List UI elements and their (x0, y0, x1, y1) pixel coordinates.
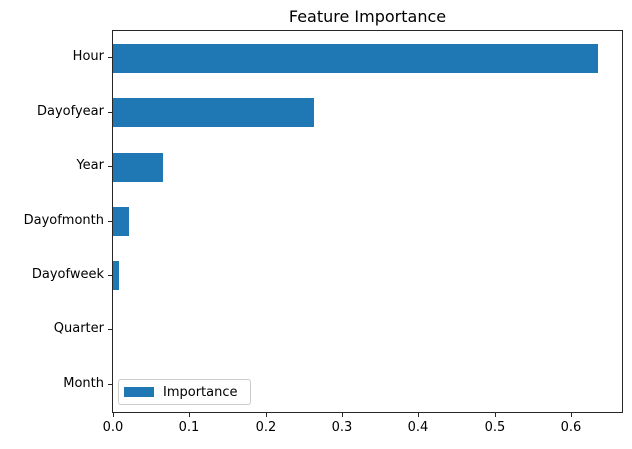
x-tick-mark (113, 413, 114, 417)
y-tick-label: Quarter (53, 321, 104, 337)
legend-label: Importance (163, 384, 238, 400)
x-tick-mark (342, 413, 343, 417)
y-tick-mark (108, 220, 112, 222)
bar-year (113, 152, 163, 182)
x-tick-mark (418, 413, 419, 417)
y-tick-label: Hour (72, 49, 104, 65)
y-tick-mark (108, 383, 112, 385)
x-tick-mark (495, 413, 496, 417)
y-tick-mark (108, 111, 112, 113)
x-tick-label: 0.1 (178, 420, 200, 435)
y-tick-label: Year (76, 158, 104, 174)
x-tick-mark (189, 413, 190, 417)
x-tick-label: 0.2 (255, 420, 277, 435)
bar-hour (113, 43, 598, 73)
x-tick-label: 0.3 (331, 420, 353, 435)
y-tick-mark (108, 274, 112, 276)
x-tick-mark (571, 413, 572, 417)
legend-swatch (124, 387, 154, 397)
y-tick-mark (108, 329, 112, 331)
bar-dayofmonth (113, 207, 129, 236)
bar-dayofyear (113, 98, 314, 128)
y-tick-label: Dayofmonth (23, 212, 104, 228)
bar-dayofweek (113, 261, 119, 291)
y-tick-label: Month (63, 375, 104, 391)
y-tick-label: Dayofyear (37, 103, 104, 119)
plot-area (112, 30, 623, 413)
x-tick-mark (266, 413, 267, 417)
y-tick-mark (108, 166, 112, 168)
legend: Importance (118, 379, 251, 405)
x-tick-label: 0.0 (102, 420, 124, 435)
x-tick-label: 0.4 (407, 420, 429, 435)
x-tick-label: 0.6 (560, 420, 582, 435)
chart-title: Feature Importance (288, 7, 447, 26)
x-tick-label: 0.5 (484, 420, 506, 435)
y-tick-mark (108, 57, 112, 59)
y-tick-label: Dayofweek (31, 266, 104, 282)
